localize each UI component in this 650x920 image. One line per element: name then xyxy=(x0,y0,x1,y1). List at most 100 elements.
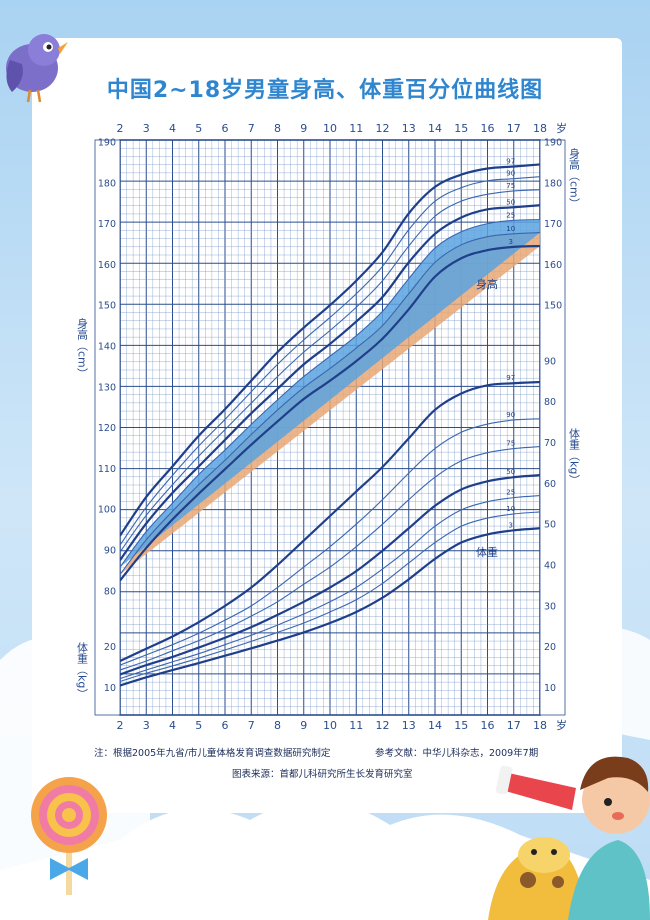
x-tick-label-top: 10 xyxy=(323,122,337,135)
height-tick-left: 140 xyxy=(98,342,116,353)
x-unit-top: 岁 xyxy=(556,121,567,135)
x-tick-label-bottom: 2 xyxy=(117,719,124,732)
height-tick-left: 80 xyxy=(104,586,116,597)
weight-curve-p25 xyxy=(120,495,540,680)
height-tick-left: 190 xyxy=(98,138,116,149)
height-tick-left: 160 xyxy=(98,260,116,271)
height-curve-p90 xyxy=(120,176,540,546)
weight-tick-right: 20 xyxy=(544,642,556,653)
weight-tick-right: 70 xyxy=(544,438,556,449)
weight-percentile-label: 90 xyxy=(506,411,515,419)
height-tick-left: 150 xyxy=(98,301,116,312)
x-tick-label-bottom: 8 xyxy=(274,719,281,732)
height-tick-left: 100 xyxy=(98,505,116,516)
x-tick-label-top: 7 xyxy=(248,122,255,135)
height-tick-left: 180 xyxy=(98,178,116,189)
weight-curve-p90 xyxy=(120,418,540,666)
weight-curve-group-label: 体重 xyxy=(476,545,498,559)
height-curve-p10 xyxy=(120,232,540,575)
height-axis-label-left: 身高（cm） xyxy=(76,317,89,379)
x-tick-label-top: 3 xyxy=(143,122,150,135)
boy-telescope-illustration xyxy=(488,756,650,920)
x-tick-label-bottom: 3 xyxy=(143,719,150,732)
x-tick-label-bottom: 18 xyxy=(533,719,547,732)
right-axis-bar xyxy=(539,139,566,716)
height-tick-right: 150 xyxy=(544,301,562,312)
x-unit-bottom: 岁 xyxy=(556,718,567,732)
height-tick-right: 190 xyxy=(544,138,562,149)
weight-percentile-label: 75 xyxy=(506,440,515,448)
x-tick-label-top: 2 xyxy=(117,122,124,135)
x-tick-label-top: 15 xyxy=(454,122,468,135)
left-axis-bar xyxy=(94,139,121,716)
x-tick-label-bottom: 15 xyxy=(454,719,468,732)
height-tick-right: 160 xyxy=(544,260,562,271)
weight-tick-right: 60 xyxy=(544,479,556,490)
bird-illustration xyxy=(6,34,68,103)
x-tick-label-top: 9 xyxy=(300,122,307,135)
lollipop-illustration xyxy=(31,777,107,895)
height-percentile-label: 3 xyxy=(509,238,513,246)
height-tick-left: 120 xyxy=(98,423,116,434)
x-tick-label-top: 8 xyxy=(274,122,281,135)
weight-percentile-label: 50 xyxy=(506,468,515,476)
height-percentile-label: 97 xyxy=(506,157,515,165)
weight-axis-label-left: 体重（kg） xyxy=(76,641,89,700)
weight-percentile-label: 97 xyxy=(506,374,515,382)
percentile-curves xyxy=(120,163,540,687)
weight-curve-p50 xyxy=(120,474,540,676)
height-tick-left: 130 xyxy=(98,382,116,393)
x-tick-label-bottom: 17 xyxy=(507,719,521,732)
height-percentile-label: 25 xyxy=(506,211,515,219)
x-tick-label-bottom: 5 xyxy=(195,719,202,732)
x-tick-label-top: 16 xyxy=(481,122,495,135)
x-tick-label-bottom: 11 xyxy=(349,719,363,732)
height-tick-right: 170 xyxy=(544,219,562,230)
x-tick-label-top: 4 xyxy=(169,122,176,135)
weight-tick-right: 90 xyxy=(544,356,556,367)
x-tick-label-bottom: 13 xyxy=(402,719,416,732)
weight-tick-right: 10 xyxy=(544,683,556,694)
weight-axis-label-right: 体重（kg） xyxy=(568,427,581,486)
x-tick-label-bottom: 12 xyxy=(376,719,390,732)
height-tick-left: 170 xyxy=(98,219,116,230)
weight-curve-p3 xyxy=(120,527,540,687)
weight-percentile-label: 10 xyxy=(506,505,515,513)
x-tick-label-top: 13 xyxy=(402,122,416,135)
weight-curve-p75 xyxy=(120,446,540,671)
height-curve-p75 xyxy=(120,189,540,553)
percentile-bands xyxy=(120,219,540,575)
note-left: 注：根据2005年九省/市儿童体格发育调查数据研究制定 xyxy=(94,748,331,759)
x-tick-label-top: 18 xyxy=(533,122,547,135)
height-tick-right: 180 xyxy=(544,178,562,189)
x-tick-label-top: 11 xyxy=(349,122,363,135)
x-tick-label-bottom: 6 xyxy=(222,719,229,732)
x-tick-label-bottom: 16 xyxy=(481,719,495,732)
height-percentile-label: 90 xyxy=(506,170,515,178)
weight-percentile-label: 25 xyxy=(506,489,515,497)
height-percentile-label: 50 xyxy=(506,198,515,206)
height-tick-left: 110 xyxy=(98,464,116,475)
x-tick-label-bottom: 14 xyxy=(428,719,442,732)
x-tick-label-top: 17 xyxy=(507,122,521,135)
weight-curve-p97 xyxy=(120,380,540,663)
x-tick-label-top: 6 xyxy=(222,122,229,135)
x-tick-label-top: 5 xyxy=(195,122,202,135)
x-tick-label-bottom: 4 xyxy=(169,719,176,732)
x-tick-label-bottom: 10 xyxy=(323,719,337,732)
height-curve-p97 xyxy=(120,163,540,537)
weight-tick-right: 40 xyxy=(544,561,556,572)
height-tick-left: 90 xyxy=(104,546,116,557)
weight-tick-right: 80 xyxy=(544,397,556,408)
x-tick-label-top: 14 xyxy=(428,122,442,135)
height-percentile-label: 10 xyxy=(506,225,515,233)
weight-tick-right: 50 xyxy=(544,520,556,531)
x-tick-label-bottom: 9 xyxy=(300,719,307,732)
note-right: 参考文献：中华儿科杂志，2009年7期 xyxy=(375,748,539,759)
height-curve-p50 xyxy=(120,204,540,561)
weight-percentile-label: 3 xyxy=(509,521,513,529)
height-band-10-25 xyxy=(120,219,540,568)
height-band-3-10 xyxy=(120,232,540,575)
height-curve-p25 xyxy=(120,218,540,568)
